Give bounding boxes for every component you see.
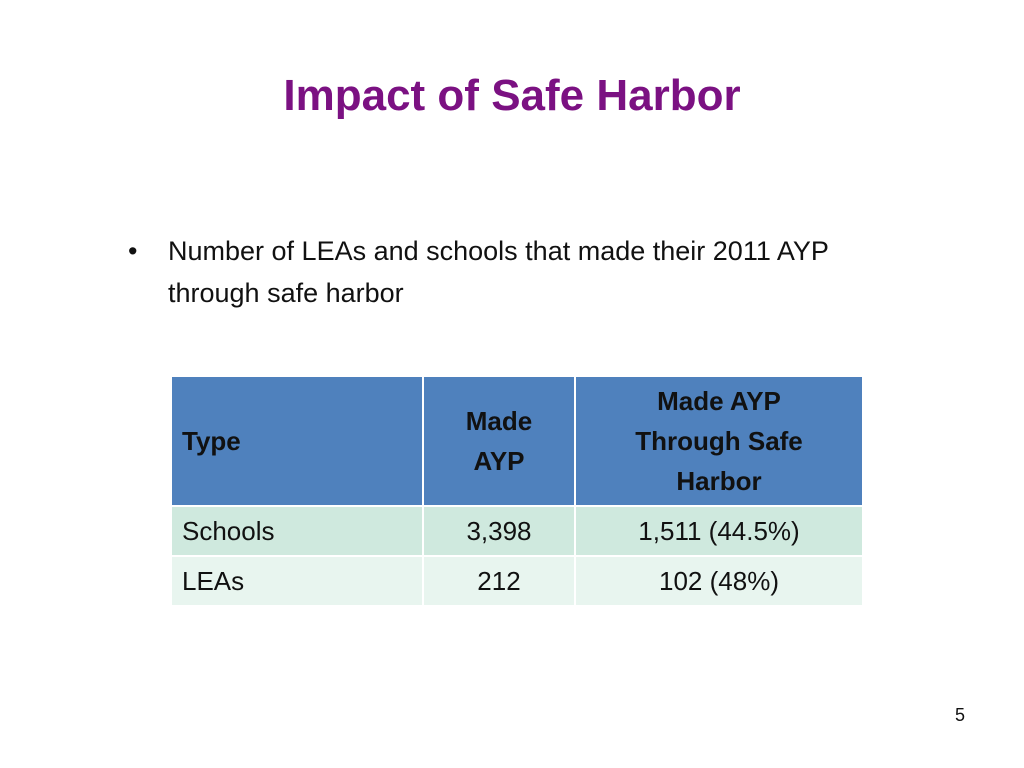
header-made-ayp-line1: Made <box>465 406 533 436</box>
header-type-label: Type <box>182 426 241 456</box>
header-type: Type <box>170 375 424 507</box>
bullet-list: • Number of LEAs and schools that made t… <box>128 230 888 314</box>
header-safe-harbor: Made AYP Through Safe Harbor <box>574 375 864 507</box>
table-row: LEAs 212 102 (48%) <box>170 555 864 607</box>
header-safe-harbor-line2: Through Safe <box>635 426 803 456</box>
page-number: 5 <box>954 705 965 725</box>
slide-title: Impact of Safe Harbor <box>283 71 741 120</box>
cell-safe-harbor: 102 (48%) <box>574 555 864 607</box>
cell-type: Schools <box>170 505 424 557</box>
cell-made-ayp: 212 <box>422 555 576 607</box>
header-made-ayp: Made AYP <box>422 375 576 507</box>
table-row: Schools 3,398 1,511 (44.5%) <box>170 505 864 557</box>
header-made-ayp-line2: AYP <box>473 446 525 476</box>
ayp-table: Type Made AYP Made AYP Through Safe Harb… <box>170 375 864 607</box>
bullet-dot-icon: • <box>128 236 138 266</box>
cell-made-ayp: 3,398 <box>422 505 576 557</box>
header-safe-harbor-line1: Made AYP <box>657 386 781 416</box>
table-header-row: Type Made AYP Made AYP Through Safe Harb… <box>170 375 864 507</box>
cell-safe-harbor: 1,511 (44.5%) <box>574 505 864 557</box>
cell-type: LEAs <box>170 555 424 607</box>
bullet-item: • Number of LEAs and schools that made t… <box>128 230 888 314</box>
header-safe-harbor-line3: Harbor <box>676 466 762 496</box>
bullet-text: Number of LEAs and schools that made the… <box>168 236 829 308</box>
